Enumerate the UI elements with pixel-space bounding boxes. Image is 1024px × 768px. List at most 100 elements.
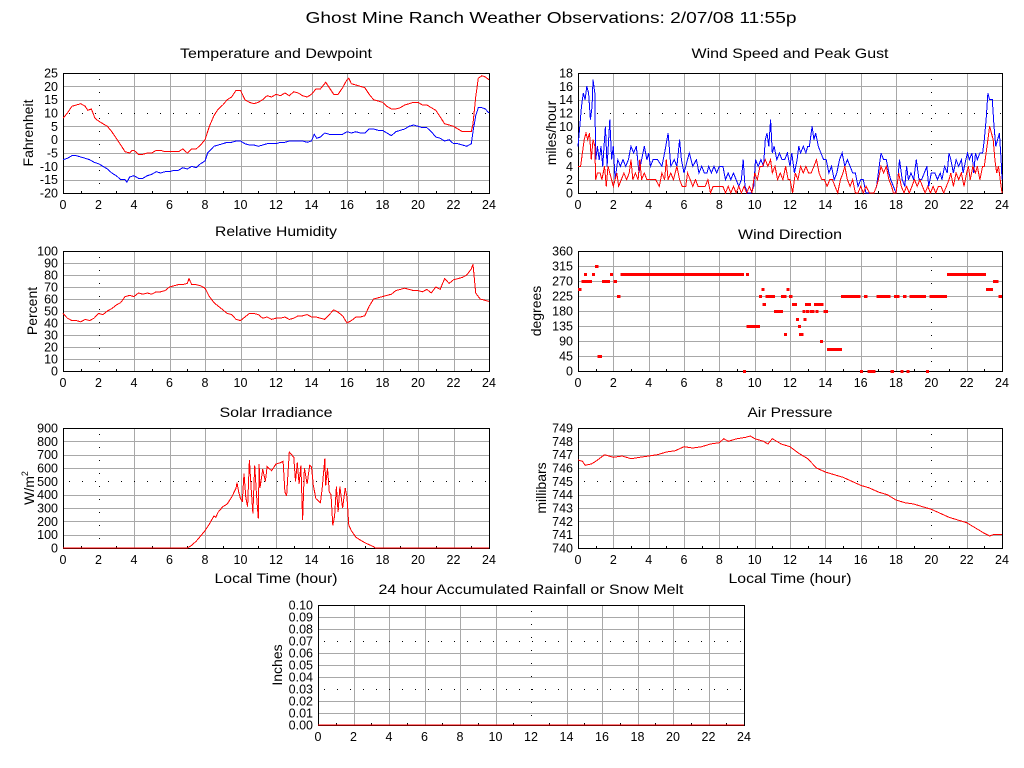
y-tick-label: 70: [44, 281, 58, 295]
wind-direction-mark: [584, 273, 588, 276]
y-tick-label: 2: [566, 173, 573, 187]
chart-title: 24 hour Accumulated Rainfall or Snow Mel…: [379, 581, 684, 597]
y-tick-label: 0: [566, 187, 573, 201]
y-tick-label: 743: [552, 502, 573, 516]
y-tick-label: 14: [559, 93, 573, 107]
x-tick-label: 12: [524, 730, 538, 744]
wind-direction-mark: [578, 288, 582, 291]
y-tick-label: 0.10: [289, 599, 313, 613]
y-tick-label: 0: [51, 542, 58, 556]
wind-direction-mark: [805, 303, 812, 306]
x-tick-label: 24: [995, 198, 1009, 212]
pressure-line: [577, 435, 1002, 537]
y-tick-label: 10: [44, 353, 58, 367]
wind-direction-mark: [867, 370, 876, 373]
x-tick-label: 4: [386, 730, 393, 744]
x-tick-label: 8: [716, 376, 723, 390]
x-tick-label: 8: [457, 730, 464, 744]
dewpoint-line: [62, 107, 490, 184]
chart-title: Temperature and Dewpoint: [180, 45, 372, 61]
x-tick-label: 10: [748, 376, 762, 390]
chart-title: Wind Direction: [738, 226, 842, 242]
x-tick-label: 14: [818, 198, 832, 212]
chart-title: Solar Irradiance: [220, 404, 333, 420]
wind-direction-mark: [786, 288, 790, 291]
x-tick-label: 8: [202, 553, 209, 567]
x-tick-label: 18: [889, 376, 903, 390]
x-tick-label: 14: [818, 376, 832, 390]
x-tick-label: 2: [95, 553, 102, 567]
x-tick-label: 10: [748, 198, 762, 212]
wind-direction-mark: [762, 303, 767, 306]
x-tick-label: 0: [575, 376, 582, 390]
y-tick-label: 16: [559, 80, 573, 94]
wind-direction-mark: [998, 295, 1002, 298]
x-tick-label: 8: [716, 553, 723, 567]
x-tick-label: 4: [131, 376, 138, 390]
gridlines: [63, 428, 489, 548]
y-axis-label-text: Percent: [24, 287, 40, 335]
wind-direction-mark: [759, 295, 763, 298]
x-tick-label: 0: [575, 553, 582, 567]
axis-labels: 0 2 4 6 8 10 12 14 16 18 20 22 24024681012141618mile…: [543, 67, 1009, 213]
axis-labels: 0 2 4 6 8 10 12 14 16 18 20 22 240.000.010.020.030.0…: [269, 599, 751, 745]
x-tick-label: 2: [610, 376, 617, 390]
x-tick-label: 14: [305, 198, 319, 212]
x-tick-label: 4: [645, 198, 652, 212]
x-tick-label: 12: [783, 198, 797, 212]
x-tick-label: 16: [854, 553, 868, 567]
y-tick-label: 20: [44, 341, 58, 355]
wind-direction-mark: [594, 265, 599, 268]
x-tick-label: 24: [737, 730, 751, 744]
x-tick-label: 4: [645, 553, 652, 567]
x-tick-label: 12: [783, 376, 797, 390]
rainfall-chart: 24 hour Accumulated Rainfall or Snow Mel…: [269, 581, 751, 744]
y-axis-label-text: degrees: [528, 286, 544, 337]
wind-direction-mark: [789, 295, 793, 298]
wind-direction-mark: [746, 325, 760, 328]
y-tick-label: 135: [552, 320, 573, 334]
wind-direction-mark: [765, 295, 775, 298]
x-tick-label: 8: [202, 198, 209, 212]
y-tick-label: 40: [44, 317, 58, 331]
wind-direction-mark: [609, 273, 613, 276]
x-tick-label: 18: [376, 198, 390, 212]
data-marks: [577, 79, 1003, 195]
y-axis-label-text: Fahrenheit: [20, 99, 36, 166]
plot-frame: [578, 428, 1003, 549]
gridlines: [578, 251, 1002, 371]
y-tick-label: 741: [552, 528, 573, 542]
x-tick-label: 2: [350, 730, 357, 744]
x-tick-label: 24: [995, 553, 1009, 567]
wind-direction-mark: [781, 295, 787, 298]
x-tick-label: 6: [166, 198, 173, 212]
chart-title: Air Pressure: [748, 404, 833, 420]
data-marks: [577, 435, 1002, 537]
x-axis-label: Local Time (hour): [729, 570, 852, 586]
chart-title: Relative Humidity: [215, 223, 337, 239]
y-tick-label: 270: [552, 275, 573, 289]
wind-direction-mark: [813, 303, 824, 306]
wind-direction-mark: [791, 303, 798, 306]
y-tick-label: 0.05: [289, 659, 313, 673]
x-tick-label: 20: [924, 198, 938, 212]
x-tick-label: 14: [818, 553, 832, 567]
y-tick-label: 0.01: [289, 707, 313, 721]
x-tick-label: 2: [95, 376, 102, 390]
temperature-line: [62, 75, 490, 155]
x-tick-label: 6: [166, 553, 173, 567]
wind-direction-mark: [827, 348, 843, 351]
wind-direction-mark: [616, 295, 621, 298]
x-tick-label: 22: [447, 553, 461, 567]
y-tick-label: -20: [40, 187, 58, 201]
wind-direction-mark: [947, 273, 987, 276]
y-tick-label: 300: [37, 502, 58, 516]
x-tick-label: 24: [482, 198, 496, 212]
y-axis-label: Percent: [24, 287, 40, 335]
y-tick-label: 742: [552, 515, 573, 529]
y-tick-label: 50: [44, 305, 58, 319]
y-axis-label-text: Inches: [269, 644, 285, 685]
x-tick-label: 0: [315, 730, 322, 744]
wind-direction-mark: [815, 310, 819, 313]
